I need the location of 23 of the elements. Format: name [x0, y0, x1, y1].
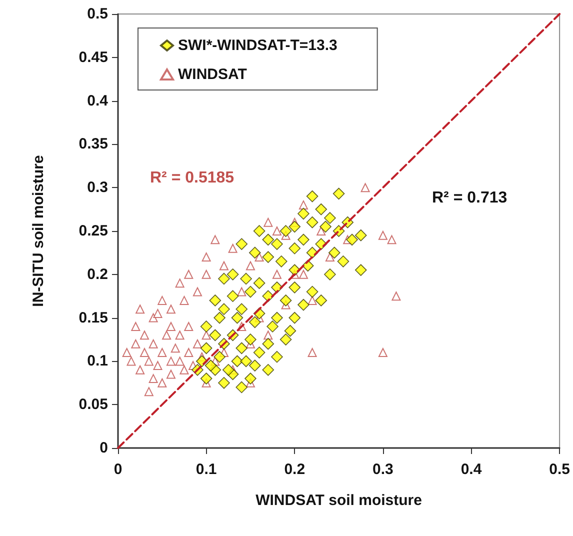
y-tick-label: 0.5 — [87, 6, 108, 22]
x-tick-label: 0.3 — [372, 461, 394, 478]
x-tick-label: 0.1 — [196, 461, 217, 478]
y-tick-label: 0.25 — [78, 222, 108, 240]
x-tick-label: 0.5 — [549, 461, 570, 478]
legend-label: SWI*-WINDSAT-T=13.3 — [178, 37, 338, 54]
x-axis-title: WINDSAT soil moisture — [256, 492, 422, 509]
x-tick-label: 0 — [114, 461, 122, 478]
y-tick-label: 0.2 — [87, 266, 108, 283]
y-axis-title: IN-SITU soil moisture — [30, 155, 47, 307]
y-tick-label: 0.45 — [78, 48, 108, 66]
y-tick-label: 0.15 — [78, 309, 108, 326]
y-tick-label: 0.05 — [78, 396, 108, 414]
x-tick-label: 0.2 — [284, 461, 306, 478]
y-tick-label: 0.3 — [87, 179, 108, 196]
y-tick-label: 0.4 — [87, 92, 109, 110]
y-tick-label: 0.35 — [78, 136, 108, 153]
annotation: R² = 0.713 — [432, 190, 508, 206]
y-tick-label: 0 — [100, 440, 108, 456]
x-tick-label: 0.4 — [460, 461, 482, 478]
legend-label: WINDSAT — [178, 66, 247, 83]
y-tick-label: 0.1 — [87, 352, 108, 370]
annotation: R² = 0.5185 — [150, 170, 234, 186]
